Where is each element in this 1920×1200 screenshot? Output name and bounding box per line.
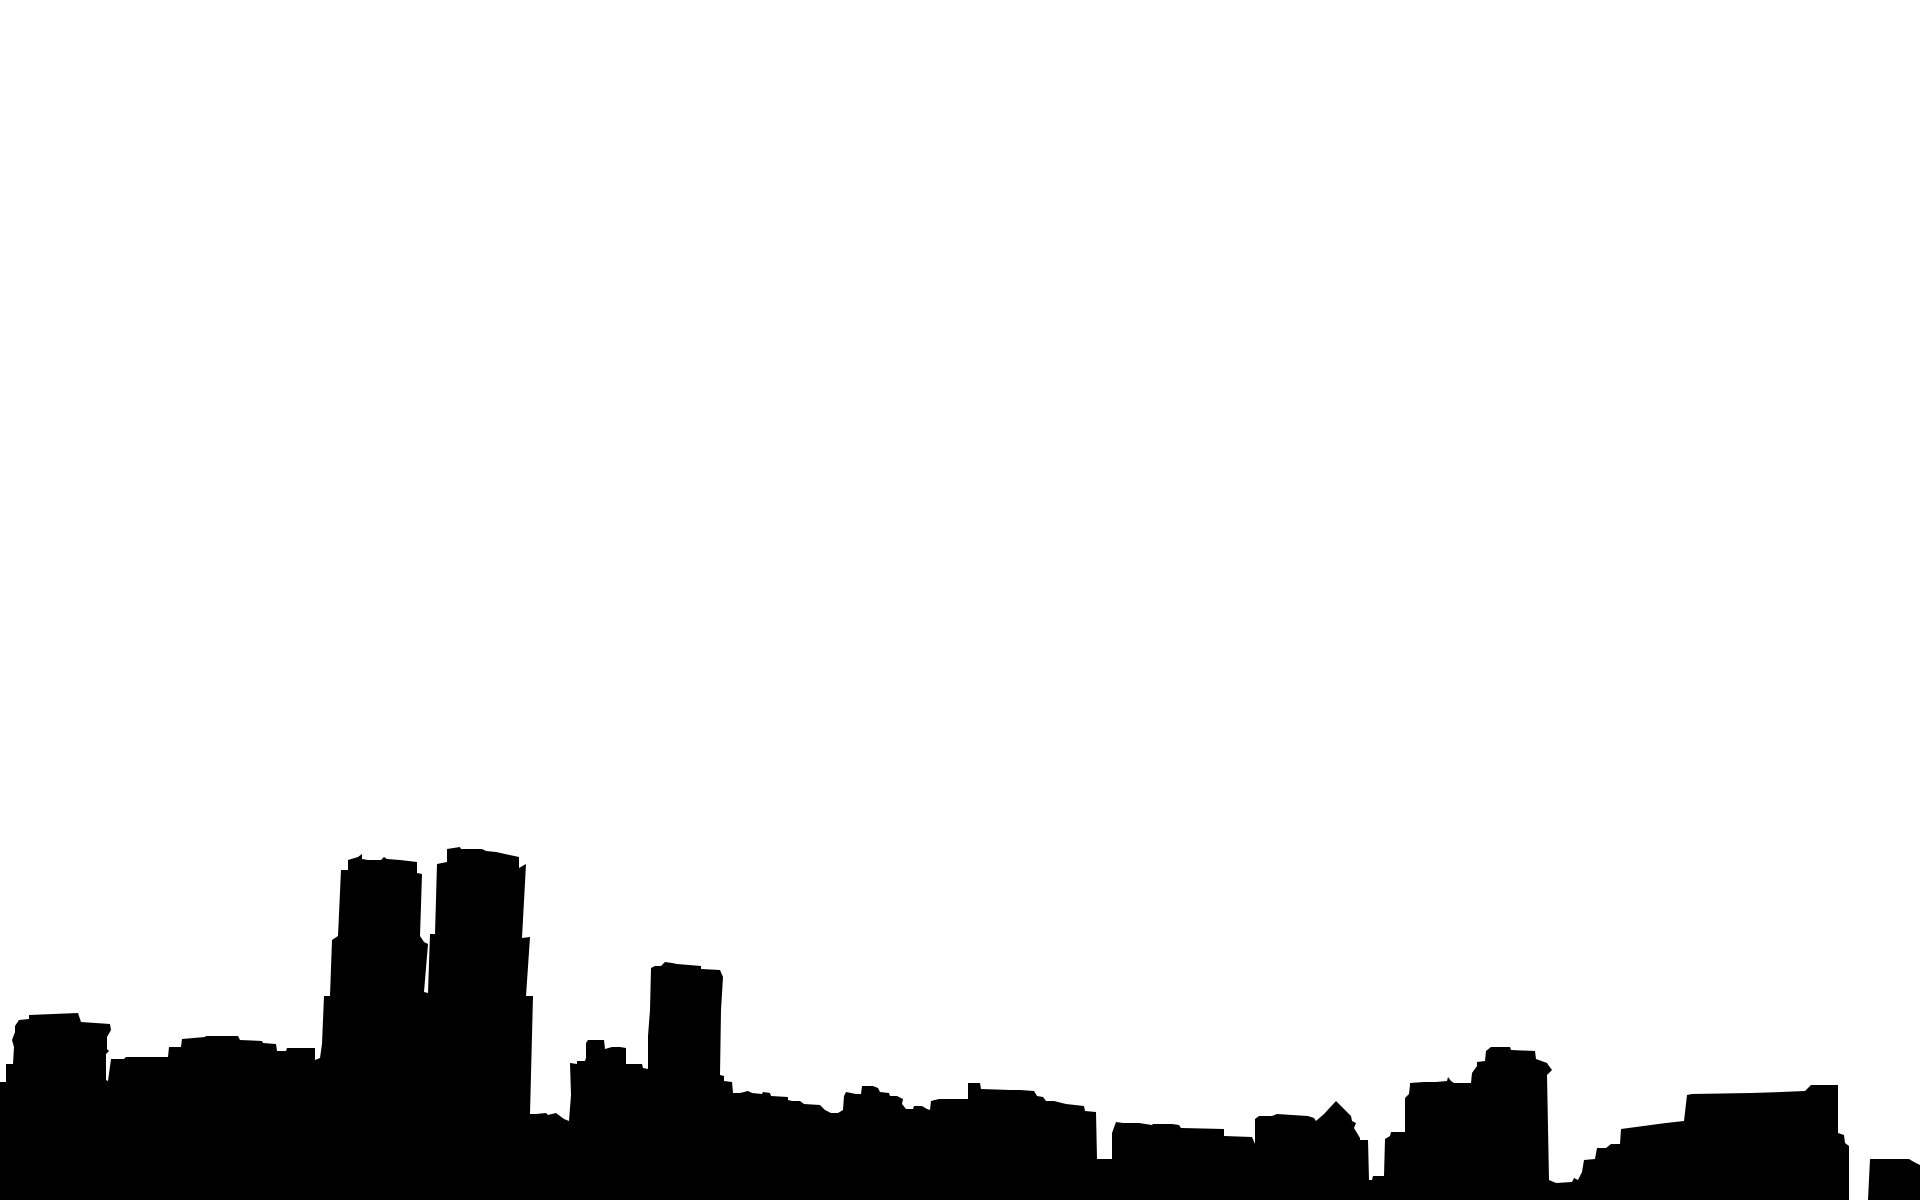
skyline-shape [0, 847, 1920, 1200]
